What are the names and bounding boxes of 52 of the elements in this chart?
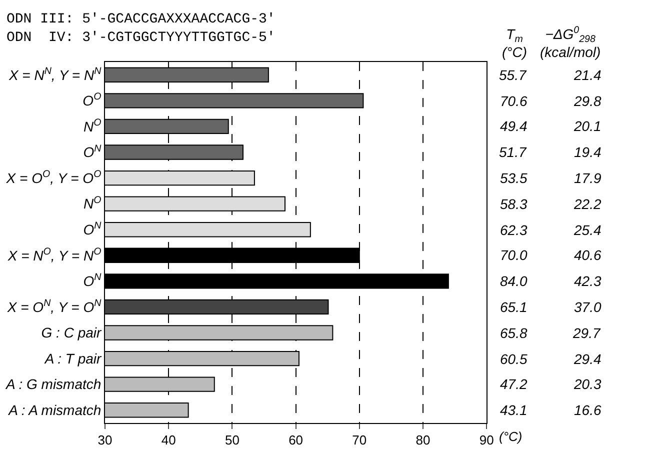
data-label: 40.6: [574, 247, 602, 263]
y-tick-label: N$^{O}$: [83, 194, 102, 212]
y-tick-label: G : C pair: [41, 324, 103, 341]
y-tick-label: X = N$^{O}$, Y = N$^{O}$: [6, 246, 102, 264]
data-label: 29.7: [572, 325, 602, 341]
data-label: 58.3: [500, 196, 528, 212]
data-label: 29.4: [573, 351, 602, 367]
data-label: 22.2: [573, 196, 602, 212]
data-label: 84.0: [500, 273, 528, 289]
data-label: 62.3: [500, 222, 528, 238]
y-tick-label: A : A mismatch: [8, 402, 102, 418]
y-tick-label: O$^{O}$: [82, 92, 102, 109]
x-tick-label: 70: [352, 432, 367, 448]
data-label: 20.1: [573, 118, 602, 134]
y-tick-label: X = O$^{O}$, Y = O$^{O}$: [5, 169, 102, 186]
data-label: 21.4: [573, 67, 602, 83]
data-label: 51.7: [499, 144, 528, 160]
x-axis-title: (°C): [499, 429, 522, 444]
data-label: 65.1: [500, 299, 528, 315]
data-label: 29.8: [573, 93, 602, 109]
y-tick-label: X = N$^{N}$, Y = N$^{N}$: [8, 66, 102, 83]
data-label: 55.7: [499, 67, 528, 83]
data-label: 37.0: [574, 299, 602, 315]
data-label: 20.3: [573, 376, 602, 392]
y-tick-label: O$^{N}$: [83, 143, 102, 160]
y-tick-label: O$^{N}$: [83, 220, 102, 238]
data-label: 43.1: [500, 402, 528, 418]
y-tick-label: A : T pair: [44, 350, 103, 366]
data-label: 16.6: [574, 402, 602, 418]
data-label: 60.5: [500, 351, 528, 367]
data-label: 17.9: [574, 170, 602, 186]
x-tick-label: 80: [416, 432, 430, 448]
y-tick-label: X = O$^{N}$, Y = O$^{N}$: [6, 298, 102, 315]
data-label: 19.4: [574, 144, 602, 160]
data-label: 25.4: [573, 222, 602, 238]
x-tick-label: 60: [288, 432, 304, 448]
data-label: 65.8: [500, 325, 528, 341]
data-label: 53.5: [500, 170, 528, 186]
x-tick-label: 50: [224, 432, 240, 448]
data-label: 70.6: [500, 93, 528, 109]
x-tick-label: 90: [479, 432, 494, 448]
chart-title: ODN III: 5'-GCACCGAXXXAACCACG-3' ODN IV: 3'-CGTGGCTYYYTTGGTGC-5': [6, 12, 276, 46]
x-tick-label: 30: [98, 432, 112, 448]
x-tick-label: 40: [161, 432, 176, 448]
y-tick-label: N$^{O}$: [83, 117, 102, 134]
y-tick-label: A : G mismatch: [5, 376, 102, 392]
data-label: 49.4: [500, 118, 528, 134]
data-label: 47.2: [500, 376, 528, 392]
data-label: 70.0: [500, 247, 528, 263]
data-label: 42.3: [574, 273, 602, 289]
legend-title: T$_{m}$ (°C): [502, 26, 528, 60]
y-tick-label: O$^{N}$: [83, 272, 102, 290]
